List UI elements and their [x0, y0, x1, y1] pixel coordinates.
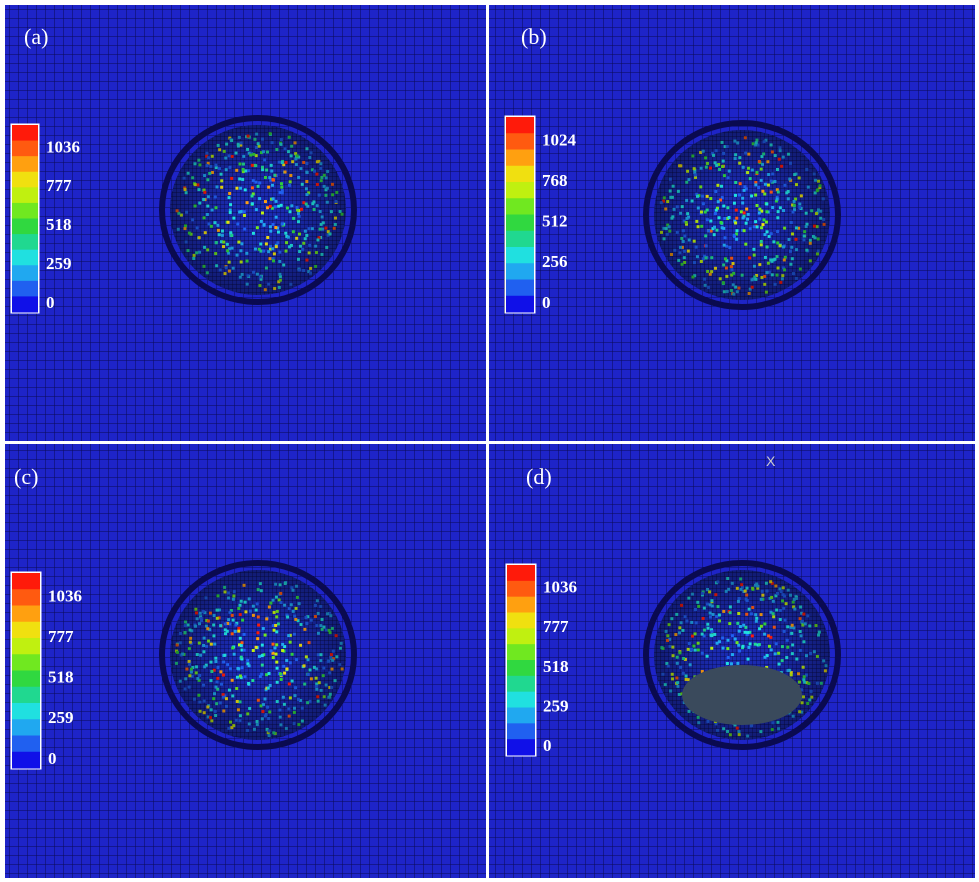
colorbar-label: 0: [46, 293, 55, 312]
panel: (b) 1024 768 512 256 0: [489, 5, 975, 441]
colorbar-band: [506, 133, 534, 150]
colorbar-band: [506, 117, 534, 134]
figure: (a) 1036 777 518 259 0 (b) 1024 768 512 256 0 (c) 103…: [0, 0, 979, 882]
colorbar-band: [506, 231, 534, 248]
panel: (a) 1036 777 518 259 0: [5, 5, 486, 441]
perforation: [682, 665, 802, 725]
colorbar-band: [12, 622, 40, 639]
colorbar-band: [12, 606, 40, 623]
colorbar-label: 1036: [46, 137, 80, 156]
colorbar-label: 777: [48, 627, 74, 646]
colorbar-band: [507, 676, 535, 692]
colorbar-band: [12, 250, 38, 266]
panel: (d) 1036 777 518 259 0: [489, 444, 975, 878]
colorbar-band: [507, 581, 535, 597]
colorbar-band: [12, 671, 40, 688]
colorbar-band: [12, 736, 40, 753]
colorbar-band: [507, 739, 535, 755]
colorbar-band: [506, 280, 534, 297]
colorbar-band: [12, 654, 40, 671]
colorbar-label: 0: [543, 736, 552, 755]
colorbar-band: [506, 215, 534, 232]
colorbar-band: [506, 263, 534, 280]
colorbar-label: 518: [46, 215, 72, 234]
colorbar-band: [12, 296, 38, 312]
panel-label: (a): [24, 24, 48, 49]
colorbar-band: [12, 265, 38, 281]
colorbar-band: [506, 296, 534, 313]
colorbar-band: [506, 247, 534, 264]
colorbar-label: 518: [543, 657, 569, 676]
colorbar-band: [507, 692, 535, 708]
colorbar-label: 259: [48, 708, 74, 727]
colorbar-label: 256: [542, 252, 568, 271]
colorbar-label: 777: [543, 617, 569, 636]
colorbar-band: [507, 723, 535, 739]
colorbar-label: 768: [542, 171, 568, 190]
colorbar-band: [12, 234, 38, 250]
panel: (c) 1036 777 518 259 0: [5, 444, 486, 878]
colorbar-band: [12, 573, 40, 590]
colorbar-band: [12, 638, 40, 655]
colorbar-band: [506, 198, 534, 215]
colorbar-band: [12, 172, 38, 188]
colorbar-band: [12, 125, 38, 141]
colorbar-band: [507, 565, 535, 581]
colorbar-label: 1024: [542, 130, 577, 149]
colorbar-band: [12, 141, 38, 157]
panel-label: (b): [521, 24, 547, 49]
colorbar-band: [12, 281, 38, 297]
colorbar-band: [12, 687, 40, 704]
crater-shade: [654, 130, 830, 300]
colorbar-band: [12, 703, 40, 720]
colorbar-band: [506, 150, 534, 167]
colorbar-label: 0: [542, 293, 551, 312]
colorbar-label: 512: [542, 212, 568, 231]
colorbar-band: [12, 589, 40, 606]
panel-label: (d): [526, 464, 552, 489]
colorbar-label: 0: [48, 749, 57, 768]
colorbar-band: [12, 187, 38, 203]
colorbar-band: [507, 708, 535, 724]
colorbar-band: [12, 752, 40, 769]
colorbar-band: [12, 203, 38, 219]
colorbar-label: 259: [543, 696, 569, 715]
colorbar-label: 1036: [48, 586, 82, 605]
colorbar-band: [507, 597, 535, 613]
colorbar-band: [507, 660, 535, 676]
crater-shade: [170, 125, 346, 295]
panel-label: (c): [14, 464, 38, 489]
colorbar-band: [506, 166, 534, 183]
colorbar-band: [12, 156, 38, 172]
crater-shade: [170, 570, 346, 740]
colorbar-band: [12, 219, 38, 235]
colorbar-label: 777: [46, 176, 72, 195]
colorbar-band: [507, 613, 535, 629]
colorbar-label: 259: [46, 254, 72, 273]
colorbar-band: [507, 644, 535, 660]
colorbar-label: 518: [48, 668, 74, 687]
axis-marker: X: [766, 453, 776, 469]
colorbar-band: [12, 719, 40, 736]
colorbar-label: 1036: [543, 578, 577, 597]
colorbar-band: [507, 628, 535, 644]
colorbar-band: [506, 182, 534, 199]
